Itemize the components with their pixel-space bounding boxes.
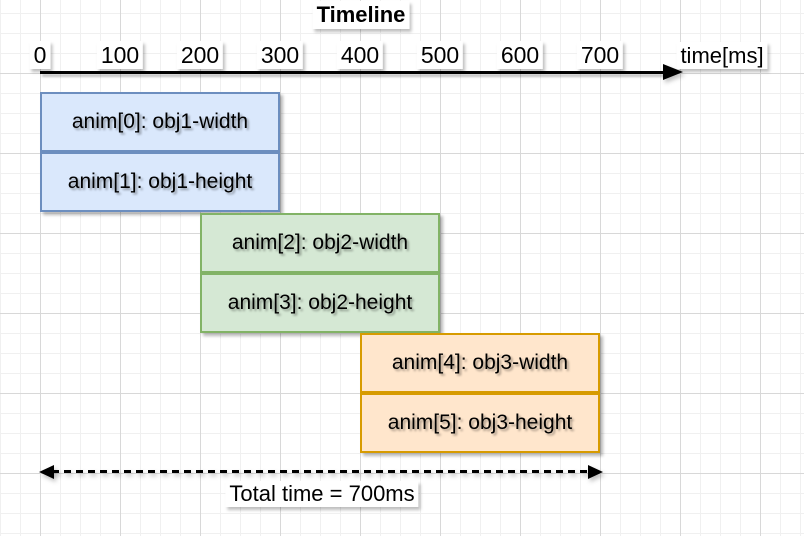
axis-tick-400: 400 (336, 41, 384, 69)
timeline-bar-anim-2[interactable]: anim[2]: obj2-width (200, 213, 440, 273)
bar-label: anim[2]: obj2-width (231, 231, 409, 254)
axis-tick-300: 300 (256, 41, 304, 69)
axis-unit-label: time[ms] (676, 42, 768, 69)
time-axis-line (40, 71, 666, 74)
bar-label: anim[5]: obj3-height (387, 411, 573, 434)
bar-label: anim[0]: obj1-width (71, 110, 249, 133)
total-arrow-left-head-icon (39, 465, 54, 479)
timeline-bar-anim-3[interactable]: anim[3]: obj2-height (200, 273, 440, 333)
bar-label: anim[3]: obj2-height (227, 291, 413, 314)
timeline-bar-anim-1[interactable]: anim[1]: obj1-height (40, 152, 280, 212)
bar-label: anim[1]: obj1-height (67, 170, 253, 193)
axis-tick-100: 100 (96, 41, 144, 69)
axis-tick-500: 500 (416, 41, 464, 69)
bar-label: anim[4]: obj3-width (391, 351, 569, 374)
timeline-bar-anim-4[interactable]: anim[4]: obj3-width (360, 333, 600, 393)
axis-tick-0: 0 (29, 41, 51, 69)
timeline-bar-anim-0[interactable]: anim[0]: obj1-width (40, 92, 280, 152)
total-arrow-right-head-icon (588, 465, 603, 479)
total-time-dashed-line (52, 470, 590, 473)
total-time-label: Total time = 700ms (225, 481, 419, 507)
diagram-title: Timeline (312, 1, 410, 29)
axis-tick-600: 600 (496, 41, 544, 69)
axis-tick-200: 200 (176, 41, 224, 69)
axis-tick-700: 700 (576, 41, 624, 69)
timeline-bar-anim-5[interactable]: anim[5]: obj3-height (360, 393, 600, 453)
